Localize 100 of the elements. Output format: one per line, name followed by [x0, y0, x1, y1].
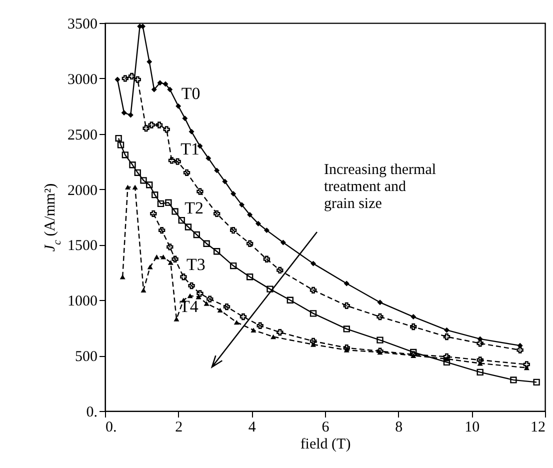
- point: [510, 376, 517, 384]
- point: [280, 240, 286, 246]
- point: [230, 190, 236, 196]
- point: [310, 310, 317, 317]
- point: [523, 361, 530, 368]
- point: [217, 308, 223, 312]
- point: [183, 169, 190, 176]
- point: [310, 338, 317, 344]
- y-tick-label: 2000: [68, 182, 98, 199]
- point: [122, 75, 129, 82]
- point: [163, 126, 170, 133]
- point: [410, 314, 416, 320]
- point: [477, 360, 483, 366]
- point: [154, 254, 160, 260]
- x-tick-label: 12: [530, 420, 546, 436]
- point: [239, 202, 245, 208]
- point: [246, 274, 254, 280]
- x-tick-label: 6: [322, 420, 330, 436]
- point: [240, 313, 247, 320]
- point: [182, 116, 188, 122]
- y-tick-label: 1000: [68, 294, 98, 310]
- point: [230, 226, 237, 234]
- point: [246, 240, 254, 247]
- series-label: T1: [180, 140, 200, 159]
- annotation: Increasing thermal treatment and grain size: [324, 162, 436, 212]
- point: [533, 378, 540, 386]
- point: [188, 128, 194, 134]
- point: [204, 301, 210, 306]
- point: [516, 346, 524, 354]
- point: [124, 184, 130, 190]
- point: [121, 110, 127, 116]
- point: [162, 81, 168, 87]
- point: [160, 254, 166, 260]
- point: [146, 182, 153, 188]
- point: [176, 103, 182, 109]
- point: [344, 348, 350, 352]
- point: [129, 162, 136, 168]
- point: [150, 210, 157, 218]
- point: [276, 328, 284, 336]
- point: [310, 260, 316, 266]
- point: [178, 216, 185, 224]
- point: [184, 224, 192, 230]
- series-label: T2: [184, 198, 204, 218]
- point: [410, 323, 417, 330]
- point: [376, 336, 384, 344]
- point: [180, 274, 187, 280]
- point: [167, 86, 173, 92]
- point: [476, 356, 484, 364]
- point: [115, 134, 122, 142]
- y-tick-label: 500: [75, 349, 98, 366]
- y-tick-label: 3000: [68, 72, 98, 88]
- x-tick-label: 0.: [106, 420, 117, 436]
- point: [132, 184, 138, 190]
- point: [343, 326, 350, 332]
- point: [247, 212, 253, 218]
- point: [250, 328, 256, 332]
- x-tick-label: 4: [248, 420, 256, 436]
- point: [377, 300, 383, 306]
- point: [266, 286, 274, 292]
- point: [166, 244, 174, 250]
- point: [134, 76, 141, 83]
- point: [206, 296, 214, 302]
- point: [188, 282, 195, 290]
- x-axis-title: field (T): [300, 436, 351, 452]
- y-tick-label: 1500: [68, 238, 98, 254]
- point: [196, 290, 204, 297]
- series-label: T0: [181, 84, 200, 104]
- point: [443, 333, 450, 340]
- x-tick-label: 10: [464, 420, 480, 436]
- y-tick-label: 2500: [68, 127, 98, 144]
- point: [134, 169, 141, 176]
- point: [117, 142, 124, 148]
- point: [213, 248, 220, 255]
- point: [157, 200, 164, 208]
- point: [310, 286, 317, 294]
- point: [256, 220, 262, 226]
- point: [193, 231, 200, 238]
- point: [172, 208, 178, 215]
- point: [410, 348, 417, 356]
- point: [310, 342, 316, 347]
- point: [230, 262, 237, 270]
- point: [524, 365, 530, 370]
- point: [146, 59, 152, 65]
- point: [114, 76, 120, 82]
- point: [264, 228, 270, 234]
- point: [120, 274, 126, 280]
- point: [344, 280, 350, 286]
- point: [270, 334, 276, 340]
- point: [122, 152, 129, 158]
- x-tick-label: 8: [395, 420, 403, 436]
- point: [286, 296, 294, 304]
- point: [213, 210, 220, 218]
- point: [174, 158, 181, 165]
- y-tick-label: 0.: [86, 404, 98, 420]
- point: [203, 240, 210, 247]
- x-tick-label: 2: [175, 420, 183, 436]
- y-tick-label: 3500: [68, 16, 98, 32]
- point: [157, 80, 163, 86]
- point: [168, 157, 176, 164]
- point: [444, 327, 450, 333]
